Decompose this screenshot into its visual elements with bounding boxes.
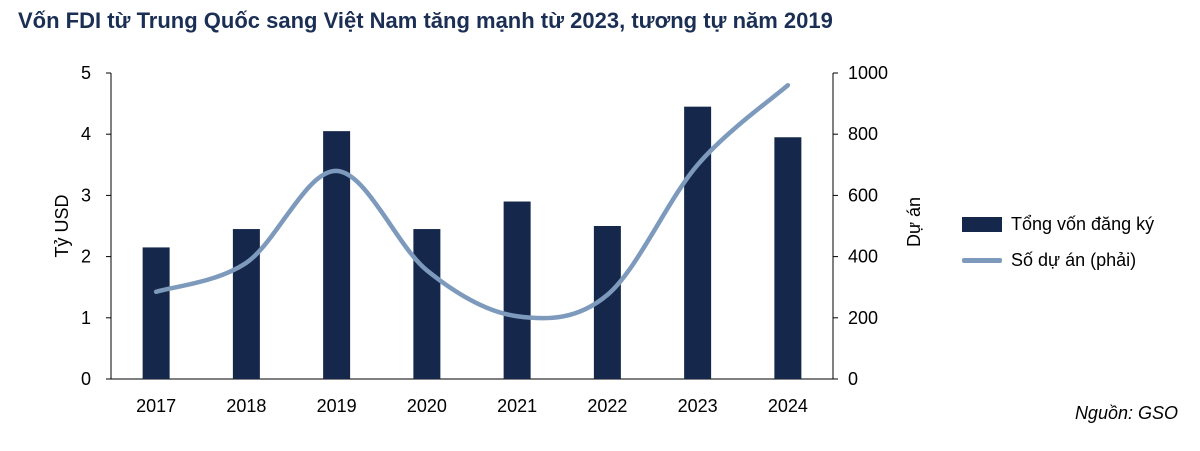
y-tick-label-left: 5	[81, 63, 91, 83]
y-tick-label-left: 2	[81, 247, 91, 267]
x-tick-label: 2021	[497, 396, 537, 416]
bar	[142, 247, 170, 379]
y-tick-label-right: 0	[848, 369, 858, 389]
x-tick-label: 2018	[226, 396, 266, 416]
y-axis-title-right: Dự án	[904, 197, 924, 247]
y-tick-label-left: 0	[81, 369, 91, 389]
x-tick-label: 2022	[587, 396, 627, 416]
source-note: Nguồn: GSO	[1074, 403, 1178, 423]
x-tick-label: 2023	[678, 396, 718, 416]
series-line	[153, 82, 791, 321]
bar	[684, 106, 712, 379]
y-tick-label-left: 3	[81, 185, 91, 205]
legend-label-bar: Tổng vốn đăng ký	[1011, 213, 1155, 234]
x-tick-label: 2019	[317, 396, 357, 416]
x-tick-label: 2020	[407, 396, 447, 416]
x-tick-label: 2017	[136, 396, 176, 416]
legend-item-line: Số dự án (phải)	[962, 242, 1154, 278]
y-tick-label-right: 400	[848, 247, 878, 267]
bar	[413, 229, 441, 379]
y-tick-label-left: 1	[81, 308, 91, 328]
bar	[323, 131, 351, 379]
legend: Tổng vốn đăng ký Số dự án (phải)	[962, 206, 1154, 278]
y-tick-label-right: 600	[848, 185, 878, 205]
chart-title: Vốn FDI từ Trung Quốc sang Việt Nam tăng…	[18, 8, 833, 33]
legend-swatch-line	[962, 257, 1002, 263]
y-tick-label-right: 1000	[848, 63, 888, 83]
bar	[232, 229, 260, 379]
y-axis-title-left: Tỷ USD	[52, 194, 72, 257]
bar	[503, 201, 531, 379]
legend-swatch-bar	[962, 216, 1002, 232]
x-tick-label: 2024	[768, 396, 808, 416]
y-tick-label-left: 4	[81, 124, 91, 144]
y-tick-label-right: 200	[848, 308, 878, 328]
y-tick-label-right: 800	[848, 124, 878, 144]
bar	[774, 137, 802, 379]
legend-item-bar: Tổng vốn đăng ký	[962, 206, 1154, 242]
legend-label-line: Số dự án (phải)	[1011, 249, 1137, 270]
